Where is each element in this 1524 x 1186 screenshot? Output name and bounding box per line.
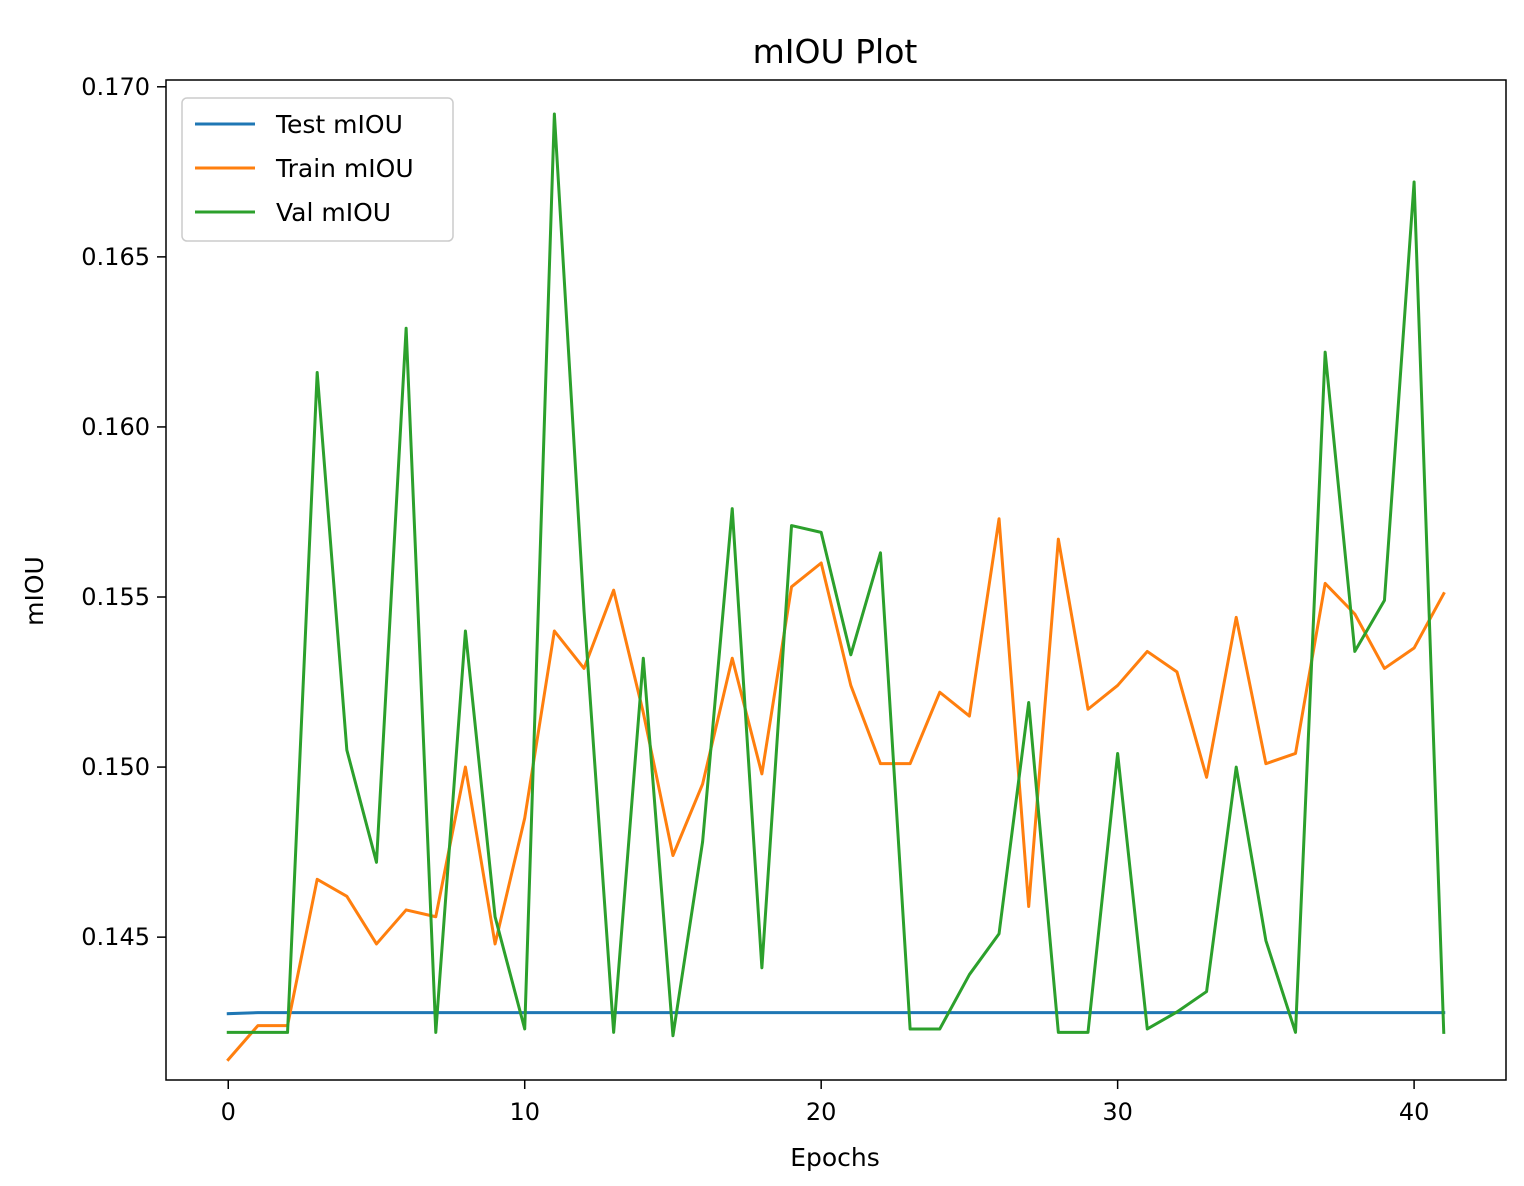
x-tick-label: 30 [1102,1098,1133,1126]
chart-title: mIOU Plot [753,32,918,71]
x-axis-label: Epochs [790,1143,880,1172]
x-axis-ticks: 0 10 20 30 40 [221,1080,1430,1126]
series-line-test-miou [226,1011,1446,1016]
legend: Test mIOU Train mIOU Val mIOU [181,97,454,242]
y-tick-label: 0.160 [81,413,150,441]
y-tick-label: 0.155 [81,583,150,611]
plot-area-frame [165,79,1507,1081]
y-tick-label: 0.165 [81,243,150,271]
series-lines [226,112,1446,1062]
x-tick-label: 10 [509,1098,540,1126]
x-tick-label: 0 [221,1098,236,1126]
y-axis-label: mIOU [20,556,49,626]
y-tick-label: 0.145 [81,923,150,951]
legend-label-val-miou: Val mIOU [276,198,391,227]
x-tick-label: 40 [1399,1098,1430,1126]
series-line-val-miou [226,112,1446,1038]
legend-box [181,97,454,242]
legend-label-train-miou: Train mIOU [275,154,414,183]
y-tick-label: 0.170 [81,73,150,101]
legend-label-test-miou: Test mIOU [275,110,403,139]
y-tick-label: 0.150 [81,753,150,781]
y-axis-ticks: 0.145 0.150 0.155 0.160 0.165 0.170 [81,73,166,951]
x-tick-label: 20 [806,1098,837,1126]
